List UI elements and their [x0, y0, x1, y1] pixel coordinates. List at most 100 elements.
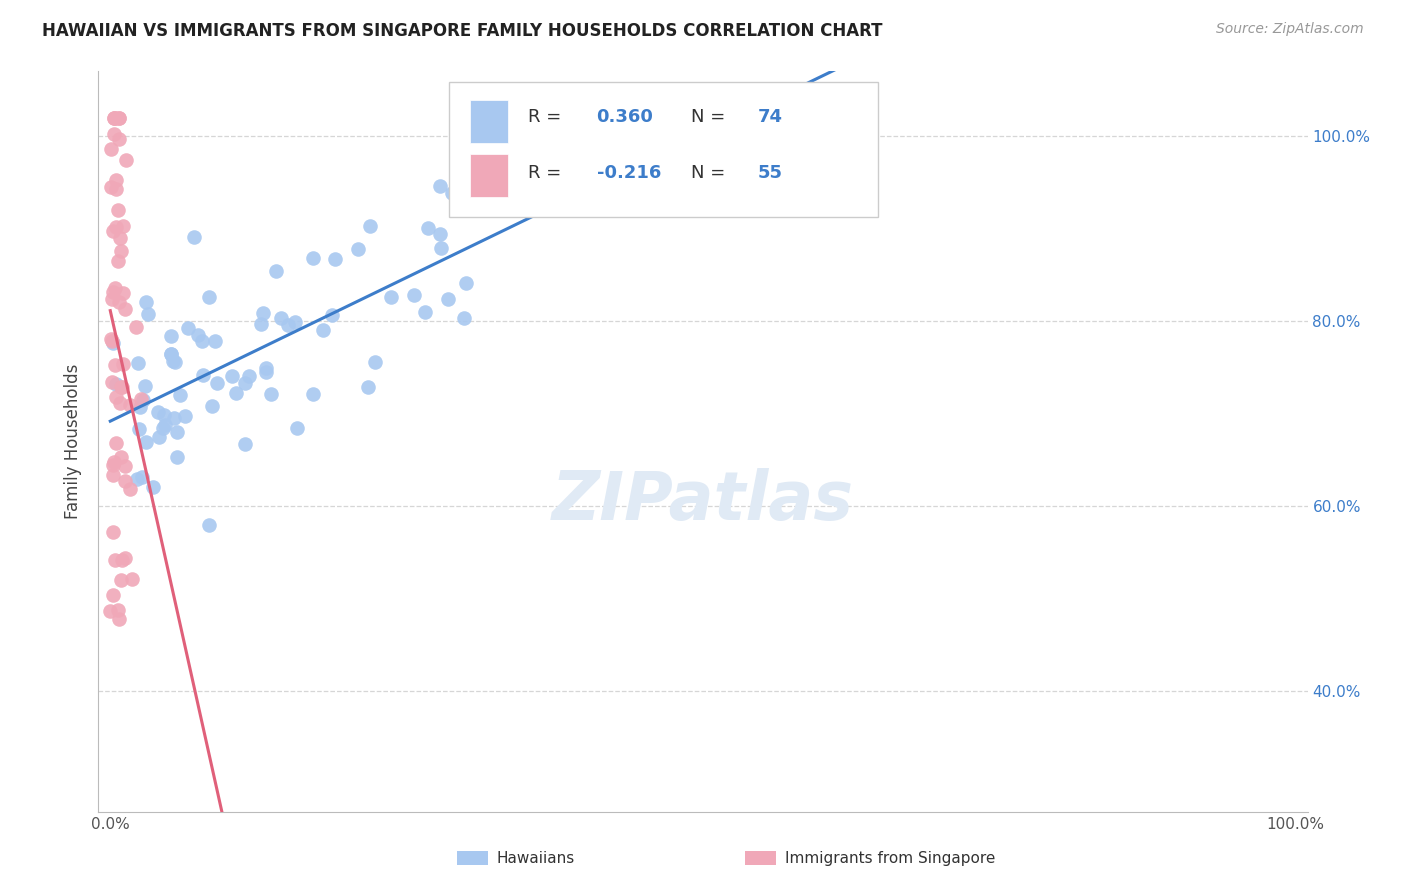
Point	[101, 375, 124, 389]
Point	[121, 572, 143, 586]
Point	[301, 251, 323, 265]
Point	[146, 405, 169, 419]
Point	[205, 376, 228, 391]
Point	[256, 360, 278, 375]
Point	[225, 385, 247, 400]
Point	[135, 435, 157, 450]
Point	[441, 186, 464, 200]
Point	[159, 329, 181, 343]
Text: N =: N =	[690, 108, 731, 127]
Point	[221, 369, 243, 384]
Point	[416, 221, 439, 235]
Point	[114, 474, 136, 488]
Point	[103, 455, 125, 469]
Point	[359, 219, 381, 233]
Point	[364, 355, 387, 369]
Point	[191, 368, 214, 383]
Point	[111, 380, 134, 394]
Point	[429, 179, 451, 194]
Point	[174, 409, 197, 423]
Point	[108, 231, 131, 245]
Point	[270, 311, 292, 326]
Point	[103, 111, 125, 125]
Point	[191, 334, 214, 348]
Point	[103, 458, 125, 473]
Point	[252, 305, 274, 319]
Point	[323, 252, 346, 266]
Text: 55: 55	[758, 164, 782, 182]
Point	[148, 430, 170, 444]
Point	[101, 223, 124, 237]
Point	[136, 307, 159, 321]
Point	[104, 182, 127, 196]
Point	[100, 333, 122, 347]
Point	[198, 517, 221, 532]
Point	[163, 411, 186, 425]
Text: N =: N =	[690, 164, 731, 182]
Point	[437, 292, 460, 306]
Point	[112, 357, 135, 371]
Point	[104, 219, 127, 234]
Point	[98, 604, 121, 618]
Point	[454, 158, 477, 172]
Point	[254, 365, 277, 379]
Bar	[470, 154, 509, 197]
Text: Source: ZipAtlas.com: Source: ZipAtlas.com	[1216, 22, 1364, 37]
Point	[103, 111, 125, 125]
Point	[104, 358, 127, 372]
Point	[103, 588, 125, 602]
Text: R =: R =	[527, 108, 567, 127]
Point	[135, 294, 157, 309]
Point	[380, 290, 402, 304]
Point	[402, 288, 425, 302]
Point	[114, 301, 136, 316]
Point	[110, 396, 132, 410]
Point	[169, 388, 191, 402]
Bar	[457, 851, 488, 865]
Point	[285, 421, 308, 435]
Point	[107, 111, 129, 125]
Point	[454, 276, 477, 290]
Point	[165, 355, 187, 369]
Text: -0.216: -0.216	[596, 164, 661, 182]
Point	[108, 295, 131, 310]
Point	[302, 387, 325, 401]
Point	[153, 408, 176, 422]
Point	[101, 285, 124, 299]
Point	[166, 425, 188, 440]
Point	[104, 553, 127, 567]
FancyBboxPatch shape	[449, 82, 879, 218]
Point	[183, 230, 205, 244]
Point	[177, 321, 200, 335]
Text: Immigrants from Singapore: Immigrants from Singapore	[785, 851, 995, 865]
Text: ZIPatlas: ZIPatlas	[553, 467, 853, 533]
Point	[103, 524, 125, 539]
Text: 74: 74	[758, 108, 782, 127]
Point	[100, 142, 122, 156]
Point	[162, 354, 184, 368]
Point	[238, 368, 260, 383]
Point	[128, 422, 150, 436]
Point	[114, 551, 136, 566]
Point	[166, 450, 188, 465]
Point	[430, 241, 453, 255]
Point	[453, 310, 475, 325]
Bar	[745, 851, 776, 865]
Point	[413, 304, 436, 318]
Point	[250, 317, 273, 331]
Point	[100, 180, 122, 194]
Point	[103, 127, 125, 141]
Point	[111, 553, 134, 567]
Point	[125, 472, 148, 486]
Point	[132, 392, 155, 407]
Point	[142, 480, 165, 494]
Point	[118, 399, 141, 413]
Point	[111, 219, 134, 233]
Point	[277, 318, 299, 332]
Point	[235, 376, 257, 391]
Text: 0.360: 0.360	[596, 108, 654, 127]
Point	[100, 292, 122, 306]
Point	[114, 153, 136, 168]
Point	[118, 482, 141, 496]
Text: Hawaiians: Hawaiians	[496, 851, 575, 865]
